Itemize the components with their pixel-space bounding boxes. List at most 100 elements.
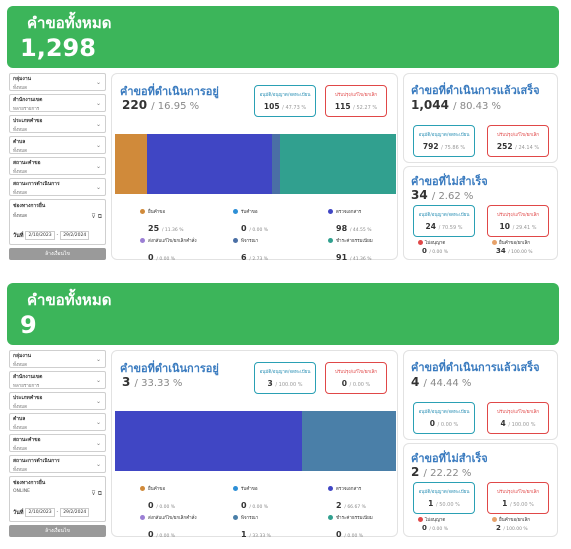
- filter-sidebar: กลุ่มงาน ทั้งหมด ⌄ สำนักงานเขต หลายรายการ ⌄ ปร…: [9, 350, 106, 537]
- channel-filter[interactable]: ช่องทางการยื่น ONLINE ⊽ ⧉ วันที่ 2/10/2023-2…: [9, 476, 106, 522]
- box-value: 115 / 52.27 %: [326, 102, 386, 111]
- bar-segment-inspect[interactable]: [146, 134, 273, 194]
- op-status-filter[interactable]: สถานะการดำเนินการ ทั้งหมด ⌄: [9, 455, 106, 473]
- legend-count: 0: [241, 501, 247, 510]
- failed-reject-box: ปรับปรุง/แก้ไข/ยกเลิก 10 / 29.41 %: [487, 205, 549, 237]
- bar-segment-received[interactable]: [115, 134, 147, 194]
- legend-count: 0: [148, 253, 154, 262]
- filter-label: สถานะการดำเนินการ: [13, 181, 60, 187]
- type-filter[interactable]: ประเภทคำขอ ทั้งหมด ⌄: [9, 115, 106, 133]
- failed-title: คำขอที่ไม่สำเร็จ: [411, 175, 488, 188]
- box-count: 3: [267, 379, 273, 388]
- failed-title: คำขอที่ไม่สำเร็จ: [411, 452, 488, 465]
- completed-percent: / 80.43 %: [453, 101, 502, 112]
- completed-approve-box: อนุมัติ/อนุญาต/จดทะเบียน 792 / 75.86 %: [413, 125, 475, 157]
- date-separator: -: [56, 510, 59, 515]
- channel-filter[interactable]: ช่องทางการยื่น ทั้งหมด ⊽ ⧉ วันที่ 2/10/2023-…: [9, 199, 106, 245]
- date-to-input[interactable]: 29/2/2024: [60, 508, 90, 517]
- date-from-input[interactable]: 2/10/2023: [25, 231, 55, 240]
- box-percent: / 100.00 %: [508, 422, 536, 428]
- legend-item-send_back: ส่งกลับแก้ไข/ยกเลิกคำสั่ง 0 / 0.00 %: [140, 507, 230, 539]
- legend-value: 0 / 0.00 %: [148, 501, 230, 510]
- chevron-down-icon: ⌄: [95, 163, 101, 170]
- in-progress-percent: / 16.95 %: [151, 101, 200, 112]
- office-filter[interactable]: สำนักงานเขต หลายรายการ ⌄: [9, 371, 106, 389]
- legend-count: 34: [496, 247, 506, 255]
- in-progress-title: คำขอที่ดำเนินการอยู่: [120, 85, 219, 98]
- bar-segment-pay[interactable]: [279, 134, 396, 194]
- date-label: วันที่: [13, 232, 24, 239]
- legend-count: 91: [336, 253, 348, 262]
- approve-box: อนุมัติ/อนุญาต/จดทะเบียน 105 / 47.73 %: [254, 85, 316, 117]
- type-filter[interactable]: ประเภทคำขอ ทั้งหมด ⌄: [9, 392, 106, 410]
- status-filter[interactable]: สถานะคำขอ ทั้งหมด ⌄: [9, 434, 106, 452]
- box-value: 1 / 50.00 %: [414, 499, 474, 508]
- box-count: 0: [429, 419, 435, 428]
- legend-percent: / 100.00 %: [508, 250, 533, 255]
- legend-label: ยื่นคำขอ/ยกเลิก: [499, 241, 530, 246]
- filter-label: ช่องทางการยื่น: [13, 203, 46, 209]
- bar-segment-consider[interactable]: [302, 411, 396, 471]
- chevron-down-icon: ⌄: [95, 461, 101, 468]
- box-percent: / 0.00 %: [349, 382, 371, 388]
- box-percent: / 52.27 %: [353, 105, 378, 111]
- district-filter[interactable]: ตำบล ทั้งหมด ⌄: [9, 136, 106, 154]
- filter-label: สถานะการดำเนินการ: [13, 458, 60, 464]
- box-value: 105 / 47.73 %: [255, 102, 315, 111]
- legend-item-inspect: ตรวจเอกสาร 2 / 66.67 %: [328, 478, 418, 510]
- filter-value: หลายรายการ: [13, 107, 40, 112]
- filter-icon[interactable]: ⊽ ⧉: [91, 213, 102, 220]
- legend-label: ไม่อนุญาต: [425, 518, 446, 523]
- op-status-filter[interactable]: สถานะการดำเนินการ ทั้งหมด ⌄: [9, 178, 106, 196]
- legend-percent: / 100.00 %: [503, 527, 528, 532]
- clear-filters-button[interactable]: ล้างเงื่อนไข: [9, 248, 106, 260]
- in-progress-count: 3: [122, 375, 131, 389]
- legend-value: 0 / 0.00 %: [148, 530, 230, 539]
- legend-label: ตรวจเอกสาร: [336, 487, 362, 492]
- status-filter[interactable]: สถานะคำขอทั้งหมด ⌄: [9, 157, 106, 175]
- completed-title: คำขอที่ดำเนินการแล้วเสร็จ: [411, 361, 540, 374]
- legend-percent: / 2.73 %: [249, 257, 269, 262]
- group-filter[interactable]: กลุ่มงาน ทั้งหมด ⌄: [9, 73, 106, 91]
- group-filter[interactable]: กลุ่มงาน ทั้งหมด ⌄: [9, 350, 106, 368]
- filter-label: ช่องทางการยื่น: [13, 480, 46, 486]
- box-label: ปรับปรุง/แก้ไข/ยกเลิก: [497, 410, 539, 415]
- district-filter[interactable]: ตำบล ทั้งหมด ⌄: [9, 413, 106, 431]
- clear-filters-button[interactable]: ล้างเงื่อนไข: [9, 525, 106, 537]
- legend-label: ยื่นคำขอ: [148, 210, 166, 215]
- dashboard-panel: คำขอทั้งหมด 1,298 กลุ่มงาน ทั้งหมด ⌄ สำนักงาน…: [0, 0, 571, 272]
- legend-label: ส่งกลับแก้ไข/ยกเลิกคำสั่ง: [148, 516, 197, 521]
- filter-value: ทั้งหมด: [13, 447, 28, 452]
- bar-segment-consider[interactable]: [272, 134, 280, 194]
- completed-title: คำขอที่ดำเนินการแล้วเสร็จ: [411, 84, 540, 97]
- legend-item-received: ยื่นคำขอ 25 / 11.36 %: [140, 201, 230, 233]
- box-value: 3 / 100.00 %: [255, 379, 315, 388]
- filter-value: ทั้งหมด: [13, 170, 28, 175]
- date-from-input[interactable]: 2/10/2023: [25, 508, 55, 517]
- filter-icon[interactable]: ⊽ ⧉: [91, 490, 102, 497]
- box-label: อนุมัติ/อนุญาต/จดทะเบียน: [418, 410, 470, 415]
- filter-label: สถานะคำขอ: [13, 437, 41, 443]
- legend-value: 0 / 0.00 %: [148, 253, 230, 262]
- bar-segment-inspect[interactable]: [115, 411, 303, 471]
- legend-value: 1 / 33.33 %: [241, 530, 323, 539]
- box-count: 10: [499, 222, 510, 231]
- box-count: 792: [422, 142, 439, 151]
- failed-count: 34: [411, 188, 428, 202]
- legend-dot: [140, 238, 145, 243]
- legend-item-accepted: รับคำขอ 0 / 0.00 %: [233, 478, 323, 510]
- date-to-input[interactable]: 29/2/2024: [60, 231, 90, 240]
- reject-box: ปรับปรุง/แก้ไข/ยกเลิก 0 / 0.00 %: [325, 362, 387, 394]
- filter-label: สถานะคำขอ: [13, 160, 41, 166]
- legend-value: 0 / 0.00 %: [336, 530, 418, 539]
- office-filter[interactable]: สำนักงานเขต หลายรายการ ⌄: [9, 94, 106, 112]
- legend-label: พิจารณา: [241, 239, 259, 244]
- filter-value: ทั้งหมด: [13, 191, 28, 196]
- legend-value: 91 / 41.36 %: [336, 253, 418, 262]
- legend-value: 6 / 2.73 %: [241, 253, 323, 262]
- failed-value: 2 / 22.22 %: [411, 465, 471, 479]
- legend-count: 2: [336, 501, 342, 510]
- filter-value: ทั้งหมด: [13, 405, 28, 410]
- legend-label: ไม่อนุญาต: [425, 241, 446, 246]
- legend-count: 0: [422, 247, 427, 255]
